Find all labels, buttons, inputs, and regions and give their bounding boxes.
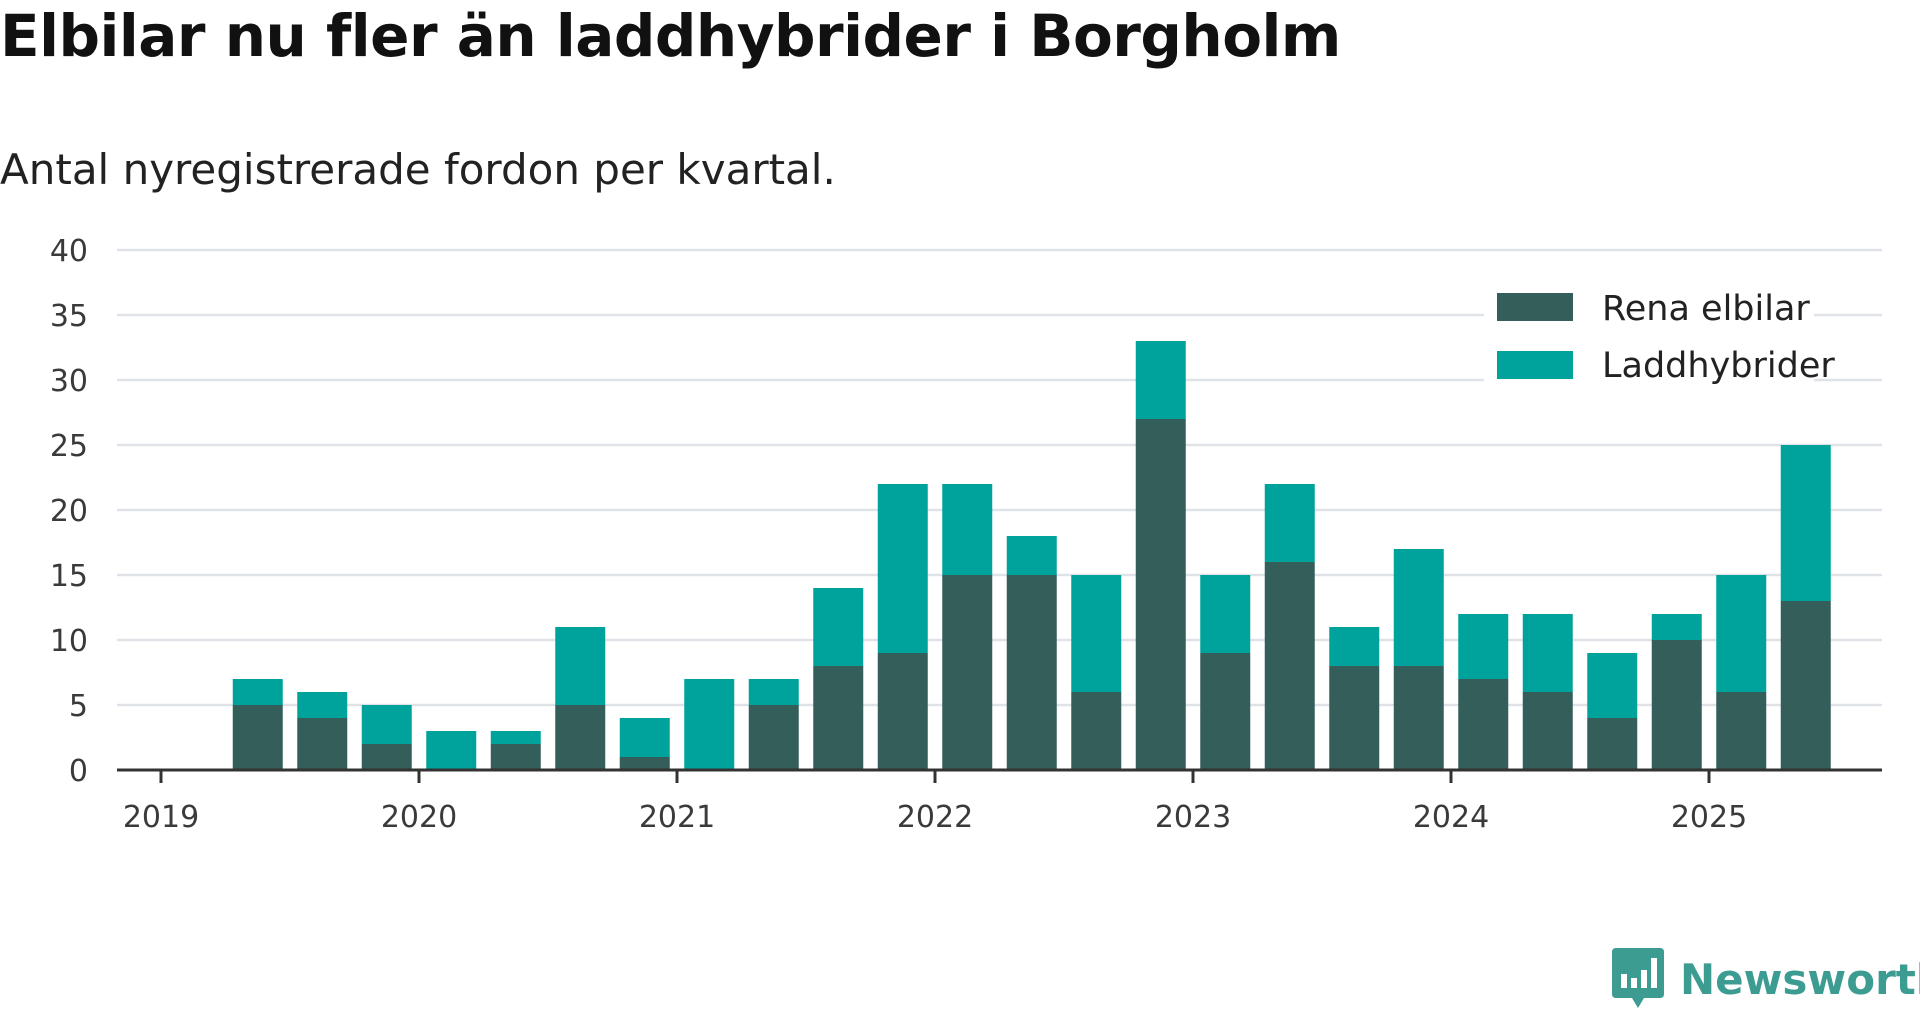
bar-laddhybrider [555,627,606,705]
legend-label-laddhybrider: Laddhybrider [1602,346,1835,386]
bar-laddhybrider [1522,614,1573,692]
bar-laddhybrider [1716,575,1767,692]
bar-rena-elbilar [297,718,348,770]
bar-rena-elbilar [1329,666,1380,770]
bar-laddhybrider [490,731,541,744]
bars [232,341,1831,770]
bar-laddhybrider [1780,445,1831,601]
bar-rena-elbilar [1006,575,1057,770]
y-tick-label: 0 [69,754,88,789]
bar-laddhybrider [426,731,477,770]
bar-laddhybrider [684,679,735,770]
bar-rena-elbilar [1264,562,1315,770]
bar-rena-elbilar [1716,692,1767,770]
bar-rena-elbilar [1651,640,1702,770]
legend-label-rena-elbilar: Rena elbilar [1602,289,1810,329]
x-tick-label: 2022 [897,800,973,835]
legend-swatch-rena-elbilar [1497,293,1573,321]
x-tick-label: 2020 [381,800,457,835]
bar-laddhybrider [1329,627,1380,666]
bar-laddhybrider [813,588,864,666]
bar-laddhybrider [1587,653,1638,718]
chart-title: Elbilar nu fler än laddhybrider i Borgho… [0,2,1341,70]
chart-subtitle: Antal nyregistrerade fordon per kvartal. [0,145,836,194]
y-tick-label: 15 [50,559,88,594]
y-tick-label: 35 [50,299,88,334]
bar-rena-elbilar [1780,601,1831,770]
y-tick-label: 10 [50,624,88,659]
bar-laddhybrider [877,484,928,653]
bar-rena-elbilar [555,705,606,770]
brand: Newsworthy [1612,948,1920,1010]
bar-rena-elbilar [1393,666,1444,770]
x-tick-label: 2024 [1413,800,1489,835]
bar-laddhybrider [297,692,348,718]
y-tick-label: 40 [50,234,88,269]
x-tick-label: 2023 [1155,800,1231,835]
bar-laddhybrider [1071,575,1122,692]
brand-name: Newsworthy [1680,954,1920,1004]
x-tick-label: 2019 [123,800,199,835]
bar-laddhybrider [1135,341,1186,419]
bar-laddhybrider [1393,549,1444,666]
bar-rena-elbilar [748,705,799,770]
x-tick-label: 2025 [1671,800,1747,835]
bar-laddhybrider [1458,614,1509,679]
bar-rena-elbilar [877,653,928,770]
bar-rena-elbilar [1587,718,1638,770]
bar-rena-elbilar [232,705,283,770]
bar-laddhybrider [1651,614,1702,640]
bar-rena-elbilar [813,666,864,770]
axes: 2019 2020 2021 2022 2023 2024 2025 [117,768,1882,835]
y-tick-label: 20 [50,494,88,529]
y-tick-label: 25 [50,429,88,464]
bar-laddhybrider [1200,575,1251,653]
x-tick-label: 2021 [639,800,715,835]
bar-laddhybrider [361,705,412,744]
bar-laddhybrider [619,718,670,757]
bar-rena-elbilar [1200,653,1251,770]
bar-laddhybrider [748,679,799,705]
bar-rena-elbilar [1071,692,1122,770]
bar-laddhybrider [232,679,283,705]
bar-rena-elbilar [619,757,670,770]
bar-laddhybrider [942,484,993,575]
bar-rena-elbilar [1522,692,1573,770]
bar-rena-elbilar [942,575,993,770]
legend: Rena elbilar Laddhybrider [1484,282,1835,392]
newsworthy-logo-icon [1612,948,1664,1008]
bar-rena-elbilar [1458,679,1509,770]
y-tick-label: 5 [69,689,88,724]
y-tick-label: 30 [50,364,88,399]
bar-laddhybrider [1006,536,1057,575]
bar-rena-elbilar [1135,419,1186,770]
legend-swatch-laddhybrider [1497,351,1573,379]
bar-rena-elbilar [361,744,412,770]
bar-laddhybrider [1264,484,1315,562]
bar-rena-elbilar [490,744,541,770]
